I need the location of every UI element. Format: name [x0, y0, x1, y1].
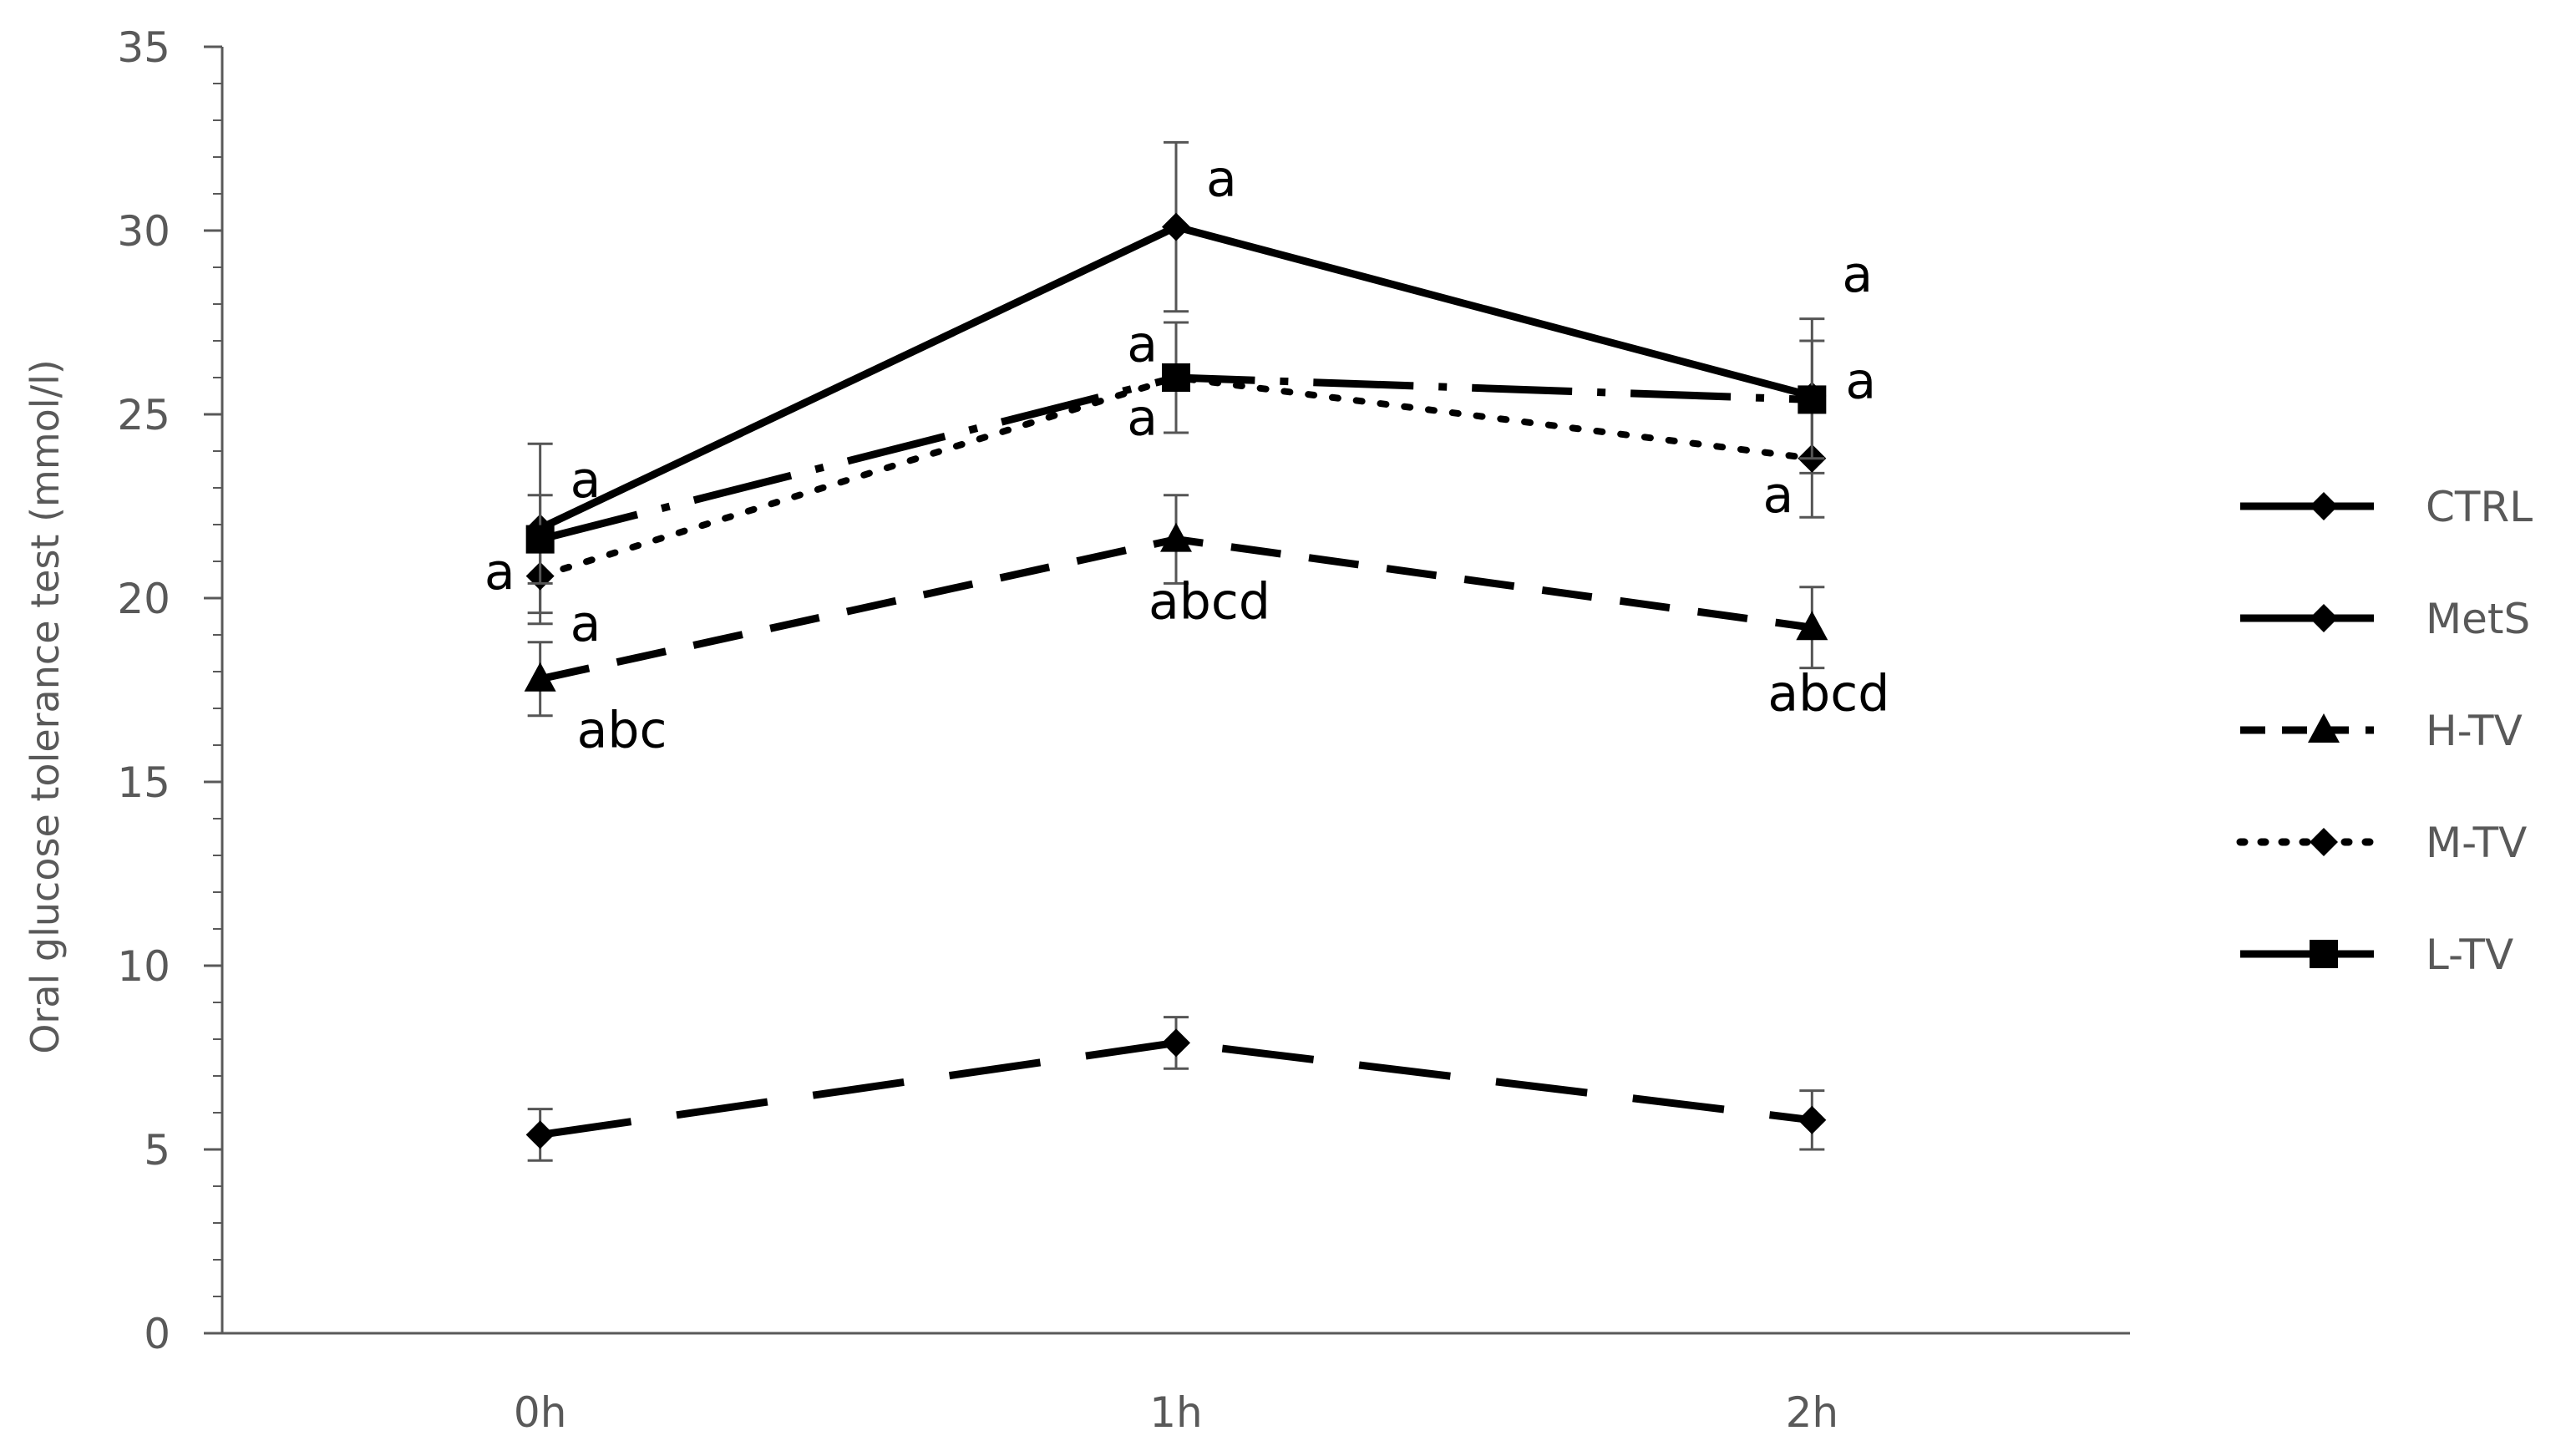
legend: CTRL MetS H-TV M-TV L-TV — [2236, 483, 2533, 979]
data-point-ctrl — [1162, 1028, 1190, 1058]
series-h-tv — [524, 494, 1828, 718]
legend-label: H-TV — [2426, 707, 2523, 755]
legend-label: L-TV — [2426, 931, 2513, 979]
y-tick-label: 5 — [144, 1126, 170, 1175]
data-point-l-tv — [1798, 385, 1827, 414]
legend-item-m-tv: M-TV — [2236, 819, 2527, 867]
data-point-l-tv — [1162, 363, 1190, 392]
data-point-ctrl — [525, 1120, 555, 1149]
legend-label: M-TV — [2426, 819, 2527, 867]
legend-marker — [2310, 940, 2338, 968]
legend-marker — [2310, 828, 2338, 856]
significance-label: a — [1845, 352, 1876, 410]
series-l-tv — [525, 321, 1827, 585]
significance-label: a — [570, 451, 601, 510]
y-tick-label: 20 — [117, 575, 170, 623]
legend-item-h-tv: H-TV — [2240, 707, 2523, 755]
significance-label: abc — [577, 701, 667, 759]
data-point-l-tv — [525, 525, 555, 554]
significance-label: a — [1842, 246, 1873, 304]
significance-label: a — [484, 543, 515, 601]
data-point-h-tv — [1160, 522, 1192, 552]
significance-label: a — [1127, 388, 1158, 447]
significance-label: abcd — [1767, 664, 1889, 723]
legend-marker — [2308, 713, 2340, 743]
legend-item-ctrl: CTRL — [2240, 483, 2533, 531]
series-line-m-tv — [536, 374, 1816, 580]
x-tick-label: 1h — [1149, 1388, 1203, 1437]
y-tick-label: 15 — [117, 759, 170, 807]
legend-marker — [2310, 492, 2338, 520]
legend-label: MetS — [2426, 595, 2530, 643]
y-tick-label: 25 — [117, 391, 170, 439]
significance-label: a — [1127, 315, 1158, 373]
legend-item-l-tv: L-TV — [2240, 931, 2513, 979]
significance-label: a — [570, 595, 601, 653]
data-point-mets — [1162, 212, 1190, 241]
significance-label: a — [1206, 150, 1237, 208]
legend-label: CTRL — [2426, 483, 2533, 531]
series-ctrl — [525, 1016, 1827, 1162]
x-tick-label: 2h — [1786, 1388, 1839, 1437]
y-tick-label: 10 — [117, 942, 170, 991]
data-point-ctrl — [1798, 1105, 1827, 1134]
y-tick-label: 30 — [117, 207, 170, 256]
series-lines — [524, 140, 1828, 1162]
x-tick-label: 0h — [514, 1388, 567, 1437]
data-point-h-tv — [1796, 611, 1828, 641]
y-tick-label: 0 — [144, 1310, 170, 1358]
significance-label: a — [1763, 466, 1794, 525]
legend-item-mets: MetS — [2240, 595, 2530, 643]
y-tick-label: 35 — [117, 23, 170, 72]
y-axis-label: Oral glucose tolerance test (mmol/l) — [23, 359, 68, 1054]
axes: 0 5 10 15 20 25 30 35 0h 1h 2h Oral glucose toleran… — [23, 23, 2130, 1437]
data-point-h-tv — [524, 662, 556, 692]
legend-marker — [2310, 604, 2338, 632]
significance-label: abcd — [1149, 572, 1270, 631]
